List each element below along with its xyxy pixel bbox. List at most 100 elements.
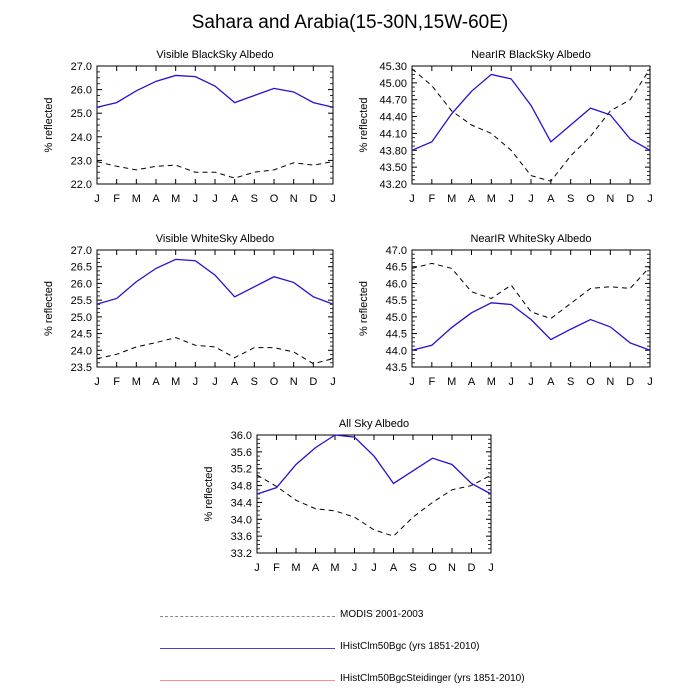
x-tick-label: A bbox=[152, 376, 160, 388]
x-tick-label: J bbox=[528, 193, 534, 205]
y-tick-label: 36.0 bbox=[231, 430, 252, 442]
x-tick-label: A bbox=[152, 193, 160, 205]
x-tick-label: J bbox=[212, 376, 218, 388]
legend-swatch-bgc bbox=[160, 648, 335, 649]
x-tick-label: N bbox=[606, 193, 614, 205]
x-tick-label: N bbox=[290, 376, 298, 388]
x-tick-label: J bbox=[371, 562, 377, 574]
y-tick-label: 44.10 bbox=[379, 128, 407, 140]
x-tick-label: A bbox=[468, 193, 476, 205]
y-tick-label: 44.70 bbox=[379, 95, 407, 107]
x-tick-label: S bbox=[251, 376, 258, 388]
y-tick-label: 43.5 bbox=[386, 362, 407, 374]
y-tick-label: 43.50 bbox=[379, 162, 407, 174]
y-tick-label: 34.8 bbox=[231, 481, 252, 493]
chart-title: All Sky Albedo bbox=[339, 418, 409, 430]
plot-frame bbox=[411, 65, 651, 185]
x-tick-label: F bbox=[428, 193, 435, 205]
x-tick-label: F bbox=[273, 562, 280, 574]
x-tick-label: A bbox=[312, 562, 320, 574]
y-tick-label: 44.40 bbox=[379, 112, 407, 124]
legend-label-steidinger: IHistClm50BgcSteidinger (yrs 1851-2010) bbox=[340, 673, 525, 684]
x-tick-label: N bbox=[290, 193, 298, 205]
x-tick-label: J bbox=[352, 562, 358, 574]
x-tick-label: F bbox=[113, 376, 120, 388]
series-line-modis-2001-2003 bbox=[411, 262, 651, 320]
y-axis-label: % reflected bbox=[43, 97, 55, 152]
x-tick-label: J bbox=[409, 193, 415, 205]
y-axis-label: % reflected bbox=[358, 97, 370, 152]
series-line-ihistclm50bgc-yrs-1851-2010 bbox=[96, 74, 334, 108]
y-tick-label: 45.5 bbox=[386, 295, 407, 307]
x-tick-label: J bbox=[94, 193, 100, 205]
y-tick-label: 43.20 bbox=[379, 179, 407, 191]
x-tick-label: J bbox=[193, 376, 199, 388]
chart-visible-whitesky: Visible WhiteSky Albedo % reflected 23.5 24… bbox=[43, 233, 336, 388]
x-tick-label: M bbox=[447, 193, 456, 205]
y-tick-label: 44.5 bbox=[386, 329, 407, 341]
y-tick-label: 23.5 bbox=[71, 362, 92, 374]
legend-label-bgc: IHistClm50Bgc (yrs 1851-2010) bbox=[340, 641, 480, 652]
x-tick-label: J bbox=[647, 376, 653, 388]
y-tick-label: 22.0 bbox=[71, 179, 92, 191]
x-tick-label: M bbox=[291, 562, 300, 574]
x-tick-label: D bbox=[626, 376, 634, 388]
x-tick-label: S bbox=[567, 193, 574, 205]
x-tick-label: D bbox=[309, 193, 317, 205]
y-axis-label: % reflected bbox=[203, 466, 215, 521]
legend-label-modis: MODIS 2001-2003 bbox=[340, 609, 424, 620]
x-tick-label: J bbox=[254, 562, 260, 574]
series-line-ihistclm50bgc-yrs-1851-2010 bbox=[411, 73, 651, 151]
series-line-modis-2001-2003 bbox=[411, 68, 651, 182]
legend-swatch-steidinger bbox=[160, 680, 335, 681]
y-tick-label: 45.00 bbox=[379, 78, 407, 90]
x-tick-label: J bbox=[508, 376, 514, 388]
chart-title: NearIR WhiteSky Albedo bbox=[470, 233, 591, 245]
plot-frame bbox=[96, 65, 334, 185]
series-line-ihistclm50bgc-yrs-1851-2010 bbox=[96, 258, 334, 305]
y-tick-label: 27.0 bbox=[71, 245, 92, 257]
x-tick-label: M bbox=[132, 193, 141, 205]
x-tick-label: J bbox=[94, 376, 100, 388]
x-tick-label: S bbox=[567, 376, 574, 388]
y-tick-label: 24.0 bbox=[71, 345, 92, 357]
x-tick-label: O bbox=[270, 193, 279, 205]
y-tick-label: 24.5 bbox=[71, 329, 92, 341]
y-axis-label: % reflected bbox=[358, 281, 370, 336]
y-tick-label: 46.5 bbox=[386, 262, 407, 274]
x-tick-label: S bbox=[409, 562, 416, 574]
x-tick-label: M bbox=[171, 193, 180, 205]
y-axis-label: % reflected bbox=[43, 281, 55, 336]
y-tick-label: 26.0 bbox=[71, 85, 92, 97]
series-line-modis-2001-2003 bbox=[96, 337, 334, 365]
y-tick-label: 34.4 bbox=[231, 497, 252, 509]
x-tick-label: J bbox=[528, 376, 534, 388]
y-tick-label: 46.0 bbox=[386, 278, 407, 290]
chart-title: Visible WhiteSky Albedo bbox=[156, 233, 274, 245]
x-tick-label: D bbox=[626, 193, 634, 205]
y-tick-label: 45.0 bbox=[386, 312, 407, 324]
x-tick-label: F bbox=[113, 193, 120, 205]
x-tick-label: O bbox=[586, 376, 595, 388]
plot-frame bbox=[256, 434, 492, 554]
plot-frame bbox=[96, 249, 334, 368]
y-tick-label: 47.0 bbox=[386, 245, 407, 257]
series-line-modis-2001-2003 bbox=[256, 474, 492, 537]
x-tick-label: J bbox=[330, 376, 336, 388]
x-tick-label: J bbox=[409, 376, 415, 388]
y-tick-label: 25.0 bbox=[71, 108, 92, 120]
x-tick-label: O bbox=[428, 562, 437, 574]
x-tick-label: F bbox=[428, 376, 435, 388]
x-tick-label: J bbox=[212, 193, 218, 205]
x-tick-label: M bbox=[447, 376, 456, 388]
y-tick-label: 26.5 bbox=[71, 262, 92, 274]
chart-nearir-whitesky: NearIR WhiteSky Albedo % reflected 43.5 44.… bbox=[358, 233, 653, 388]
y-tick-label: 43.80 bbox=[379, 145, 407, 157]
chart-all-sky: All Sky Albedo % reflected 33.2 33.6 34.0 34.… bbox=[203, 418, 494, 574]
x-tick-label: N bbox=[448, 562, 456, 574]
x-tick-label: J bbox=[488, 562, 494, 574]
x-tick-label: M bbox=[487, 193, 496, 205]
legend-swatch-modis bbox=[160, 616, 335, 617]
x-tick-label: S bbox=[251, 193, 258, 205]
